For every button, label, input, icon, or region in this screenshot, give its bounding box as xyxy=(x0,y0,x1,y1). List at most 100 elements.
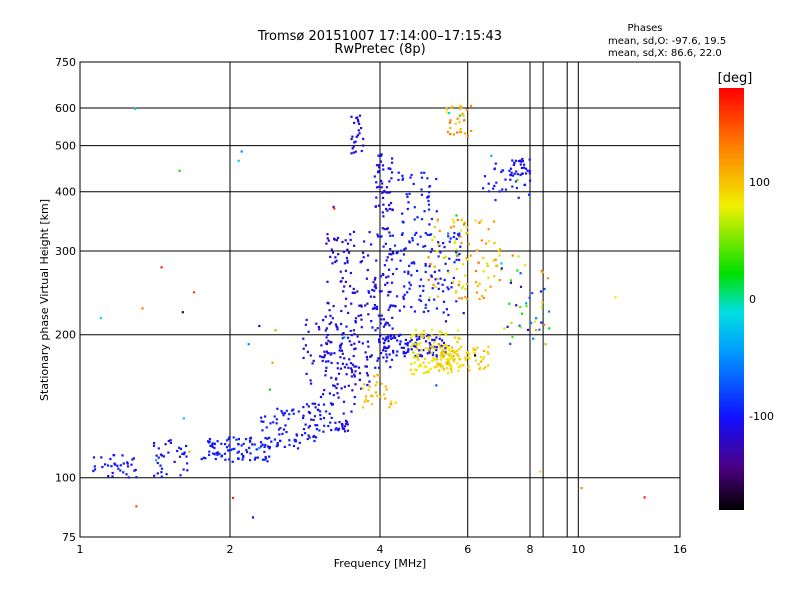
data-point xyxy=(320,344,323,347)
data-point xyxy=(229,448,232,451)
data-point xyxy=(464,287,467,290)
data-point xyxy=(476,285,479,288)
data-point xyxy=(424,262,427,266)
data-point xyxy=(381,227,384,230)
data-point xyxy=(482,256,485,259)
data-point xyxy=(370,354,373,357)
data-point xyxy=(374,287,378,290)
data-point xyxy=(391,336,394,340)
data-point xyxy=(402,352,405,355)
data-point xyxy=(311,402,314,405)
data-point xyxy=(383,347,386,350)
data-point xyxy=(406,207,409,211)
data-point xyxy=(427,347,430,350)
data-point xyxy=(520,166,523,170)
data-point xyxy=(341,333,344,336)
data-point xyxy=(374,276,377,279)
data-point xyxy=(330,341,333,344)
data-point xyxy=(375,259,378,262)
data-point xyxy=(429,250,432,253)
data-point xyxy=(401,174,404,177)
data-point xyxy=(368,231,371,234)
data-point xyxy=(353,402,356,406)
data-point xyxy=(500,170,503,174)
data-point xyxy=(302,416,305,420)
data-point xyxy=(355,365,358,368)
data-point xyxy=(337,396,340,399)
data-point xyxy=(107,464,110,467)
data-point xyxy=(424,303,427,306)
data-point xyxy=(440,351,443,354)
data-point xyxy=(350,152,353,155)
data-point xyxy=(248,439,252,442)
data-point xyxy=(519,159,522,162)
data-point xyxy=(366,383,369,387)
data-point xyxy=(424,264,427,267)
data-point xyxy=(449,126,452,130)
data-point xyxy=(323,424,326,427)
data-point xyxy=(351,389,354,392)
data-point xyxy=(435,346,438,349)
data-point xyxy=(343,357,346,360)
data-point xyxy=(381,164,385,167)
data-point xyxy=(211,442,214,445)
data-point xyxy=(436,219,439,222)
data-point xyxy=(292,412,295,415)
data-point xyxy=(304,323,307,326)
data-point xyxy=(387,294,390,297)
data-point xyxy=(479,366,482,369)
data-point xyxy=(353,396,356,399)
data-point xyxy=(448,240,451,243)
data-point xyxy=(390,358,394,361)
data-point xyxy=(352,145,355,148)
data-point xyxy=(342,290,345,293)
data-point xyxy=(414,329,417,332)
data-point xyxy=(428,334,431,337)
data-point xyxy=(419,294,422,297)
data-point xyxy=(213,446,216,450)
data-point xyxy=(462,285,465,288)
data-point xyxy=(385,191,388,194)
data-point xyxy=(420,188,423,191)
data-point xyxy=(378,366,381,369)
data-point xyxy=(410,306,413,309)
data-point xyxy=(474,354,477,357)
data-point xyxy=(480,360,483,363)
data-point xyxy=(319,395,323,399)
data-point xyxy=(445,361,448,364)
data-point xyxy=(389,290,392,293)
data-point xyxy=(440,355,443,359)
data-point xyxy=(237,443,240,446)
data-point xyxy=(325,410,328,413)
data-point xyxy=(374,283,377,286)
data-point xyxy=(404,338,407,341)
data-point xyxy=(422,289,425,292)
data-point xyxy=(220,442,223,445)
data-point xyxy=(403,248,406,251)
data-point xyxy=(348,340,351,343)
data-point xyxy=(312,435,315,438)
data-point xyxy=(261,429,264,432)
data-point xyxy=(345,256,348,260)
data-point xyxy=(519,305,522,309)
data-point xyxy=(326,333,329,336)
data-point xyxy=(452,360,456,363)
data-point xyxy=(483,175,487,178)
data-point xyxy=(375,181,378,184)
data-point xyxy=(519,272,522,275)
data-point xyxy=(376,374,379,377)
data-point xyxy=(540,321,543,324)
data-point xyxy=(324,369,327,373)
data-point xyxy=(455,248,458,251)
data-point xyxy=(463,119,466,122)
data-point xyxy=(322,403,326,406)
data-point xyxy=(306,437,309,441)
data-point xyxy=(614,296,617,299)
data-point xyxy=(117,467,120,470)
data-point xyxy=(157,456,160,459)
data-point xyxy=(337,428,340,431)
data-point xyxy=(381,191,384,195)
data-point xyxy=(512,174,515,177)
data-point xyxy=(437,255,440,258)
data-point xyxy=(387,275,390,278)
